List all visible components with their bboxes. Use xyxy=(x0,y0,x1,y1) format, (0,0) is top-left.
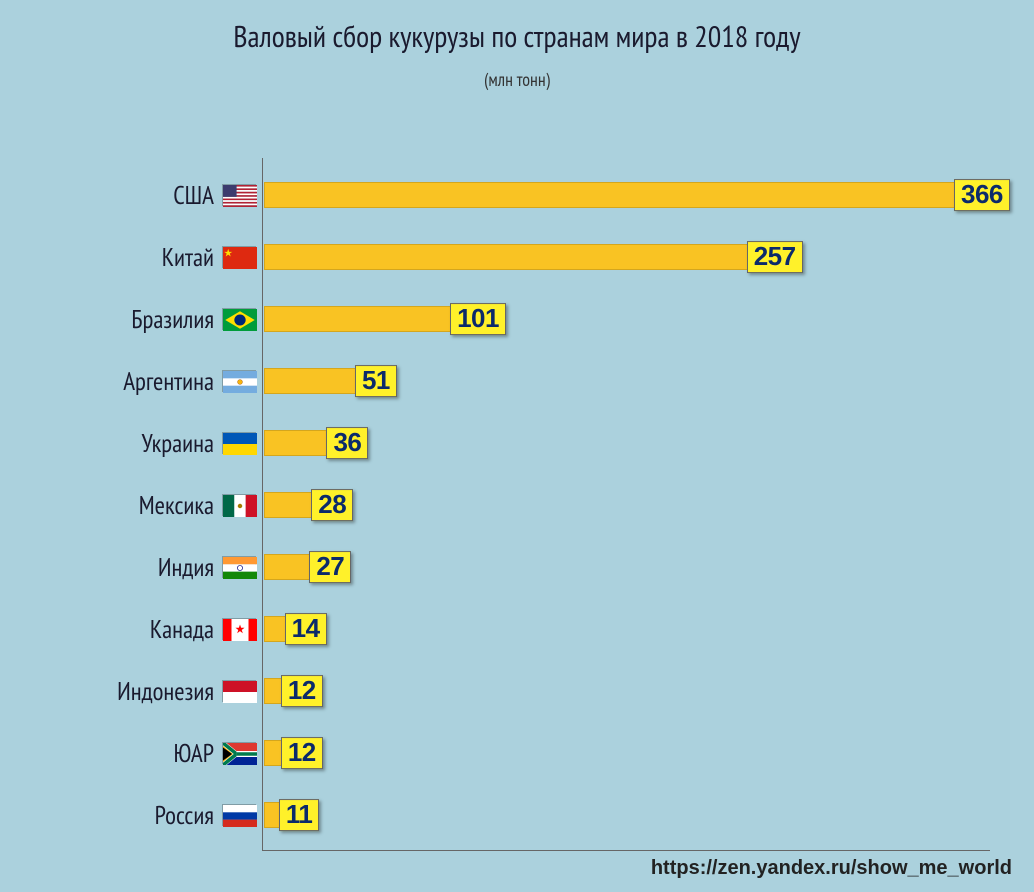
value-label: 28 xyxy=(311,489,353,521)
ru-flag-icon xyxy=(222,804,256,826)
value-label: 11 xyxy=(279,799,320,831)
chart-row: США 366 xyxy=(0,164,1034,226)
country-label: Мексика xyxy=(139,489,214,521)
value-label: 27 xyxy=(309,551,351,583)
chart-subtitle: (млн тонн) xyxy=(0,68,1034,91)
country-label: Украина xyxy=(141,427,214,459)
x-axis xyxy=(262,850,990,851)
chart-row: Мексика 28 xyxy=(0,474,1034,536)
chart-row: Бразилия 101 xyxy=(0,288,1034,350)
country-label: Канада xyxy=(150,613,214,645)
value-label: 14 xyxy=(285,613,327,645)
bar xyxy=(264,430,332,456)
value-label: 12 xyxy=(281,737,323,769)
id-flag-icon xyxy=(222,680,256,702)
value-label: 51 xyxy=(355,365,397,397)
bar xyxy=(264,368,361,394)
chart-row: Аргентина 51 xyxy=(0,350,1034,412)
chart-row: Китай 257 xyxy=(0,226,1034,288)
chart-row: Индонезия 12 xyxy=(0,660,1034,722)
chart-row: Канада 14 xyxy=(0,598,1034,660)
country-label: Индия xyxy=(158,551,214,583)
chart-row: Россия 11 xyxy=(0,784,1034,846)
in-flag-icon xyxy=(222,556,256,578)
credit-link[interactable]: https://zen.yandex.ru/show_me_world xyxy=(651,857,1012,880)
chart-row: Индия 27 xyxy=(0,536,1034,598)
za-flag-icon xyxy=(222,742,256,764)
br-flag-icon xyxy=(222,308,256,330)
country-label: Бразилия xyxy=(131,303,214,335)
chart-area: США 366 Китай 257 Бразилия 101 Аргентина 51 Укра… xyxy=(0,158,1034,850)
ua-flag-icon xyxy=(222,432,256,454)
country-label: ЮАР xyxy=(173,737,214,769)
chart-row: Украина 36 xyxy=(0,412,1034,474)
mx-flag-icon xyxy=(222,494,256,516)
bar xyxy=(264,182,960,208)
value-label: 366 xyxy=(954,179,1010,211)
bar xyxy=(264,554,315,580)
us-flag-icon xyxy=(222,184,256,206)
chart-row: ЮАР 12 xyxy=(0,722,1034,784)
country-label: Россия xyxy=(155,799,214,831)
value-label: 36 xyxy=(326,427,368,459)
bar xyxy=(264,306,456,332)
cn-flag-icon xyxy=(222,246,256,268)
bar xyxy=(264,492,317,518)
country-label: Китай xyxy=(162,241,214,273)
ca-flag-icon xyxy=(222,618,256,640)
country-label: Аргентина xyxy=(123,365,214,397)
bar xyxy=(264,244,753,270)
chart-title: Валовый сбор кукурузы по странам мира в … xyxy=(0,0,1034,60)
value-label: 101 xyxy=(450,303,506,335)
country-label: США xyxy=(173,179,214,211)
country-label: Индонезия xyxy=(117,675,214,707)
value-label: 12 xyxy=(281,675,323,707)
value-label: 257 xyxy=(747,241,803,273)
ar-flag-icon xyxy=(222,370,256,392)
